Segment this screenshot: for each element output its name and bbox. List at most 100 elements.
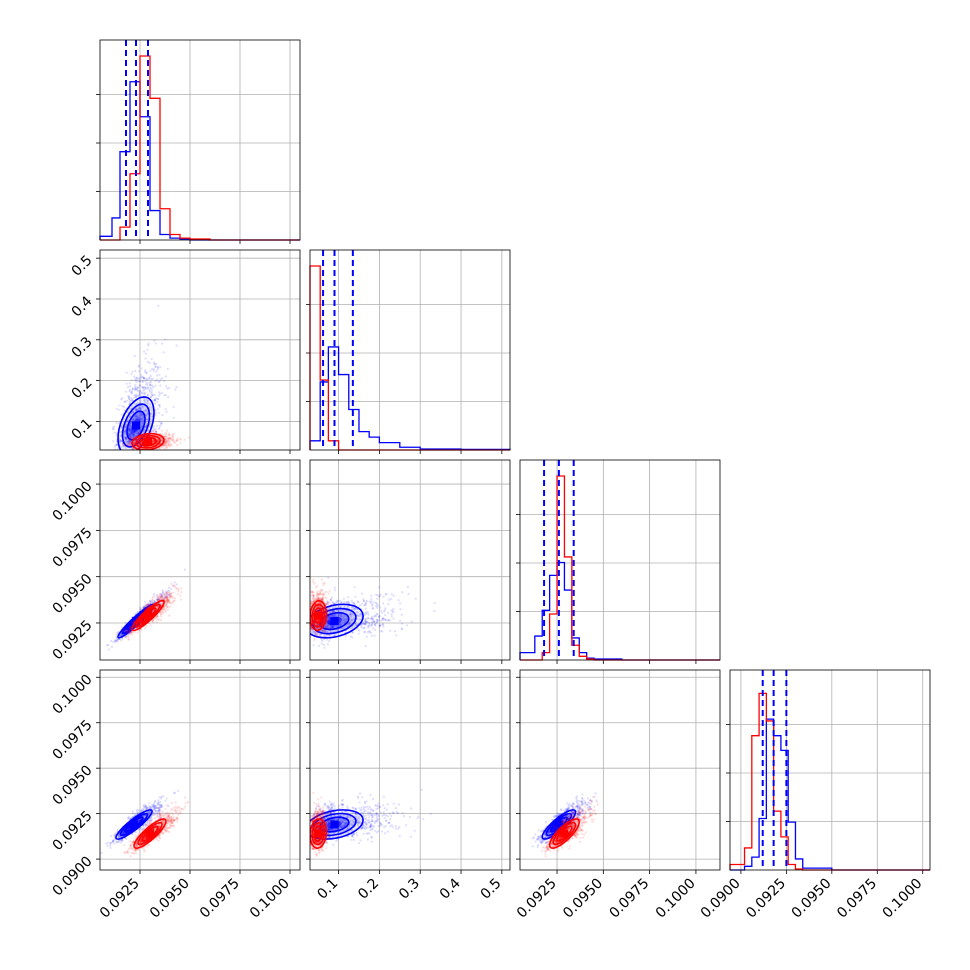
histogram-bin-red <box>160 209 170 240</box>
scatter-point <box>112 440 115 443</box>
scatter-point <box>126 634 130 637</box>
scatter-point <box>125 631 128 634</box>
histogram-bin-blue <box>160 234 170 240</box>
scatter-point <box>154 397 157 400</box>
scatter-point <box>160 595 163 598</box>
scatter-point <box>134 415 137 419</box>
scatter-point <box>159 805 162 808</box>
scatter-point <box>137 623 141 626</box>
scatter-point <box>157 815 160 818</box>
panel-frame <box>519 459 721 661</box>
scatter-point <box>142 442 145 445</box>
scatter-point <box>144 805 147 808</box>
scatter-point <box>125 382 128 385</box>
scatter-point <box>120 413 123 416</box>
histogram-bin-blue <box>379 443 399 450</box>
scatter-point <box>115 636 118 639</box>
scatter-point <box>153 361 156 364</box>
scatter-point <box>169 437 172 440</box>
histogram-bin-red <box>766 721 773 870</box>
scatter-point <box>172 438 175 442</box>
scatter-point <box>149 603 152 607</box>
scatter-point <box>106 644 109 647</box>
scatter-point <box>119 634 122 637</box>
scatter-point <box>153 805 156 809</box>
histogram-bin-blue <box>564 590 571 660</box>
scatter-point <box>152 618 155 621</box>
scatter-point <box>167 594 170 597</box>
scatter-point <box>128 428 131 431</box>
scatter-point <box>151 440 154 444</box>
scatter-point <box>128 439 131 443</box>
scatter-point <box>152 812 155 815</box>
scatter-point <box>166 589 169 592</box>
scatter-point <box>136 415 140 418</box>
scatter-point <box>141 441 144 444</box>
scatter-point <box>146 418 149 421</box>
scatter-point <box>137 389 140 393</box>
scatter-point <box>145 625 148 628</box>
scatter-point <box>117 835 120 839</box>
scatter-point <box>166 595 169 598</box>
scatter-point <box>156 615 159 618</box>
scatter-point <box>166 441 169 444</box>
scatter-point <box>155 424 158 427</box>
scatter-point <box>147 342 150 345</box>
histogram-bin-red <box>150 98 160 240</box>
scatter-point <box>160 439 163 442</box>
scatter-point <box>138 394 141 397</box>
scatter-point <box>155 400 158 403</box>
scatter-point <box>160 596 164 599</box>
scatter-point <box>109 844 112 847</box>
scatter-point <box>160 438 163 441</box>
scatter-point <box>165 601 168 604</box>
scatter-point <box>130 431 133 434</box>
scatter-point <box>156 439 159 442</box>
scatter-point <box>154 427 157 430</box>
scatter-point <box>145 372 148 375</box>
scatter-point <box>152 369 155 372</box>
scatter-point <box>166 429 169 432</box>
scatter-point <box>120 398 123 401</box>
scatter-point <box>139 380 142 383</box>
scatter-point <box>146 412 149 415</box>
scatter-point <box>132 433 136 436</box>
scatter-point <box>141 441 144 444</box>
scatter-point <box>143 410 146 413</box>
scatter-point <box>164 442 167 446</box>
scatter-point <box>128 434 131 437</box>
density-peak-blue <box>130 820 138 829</box>
scatter-point <box>158 809 161 813</box>
scatter-point <box>145 807 148 810</box>
scatter-point <box>111 840 115 843</box>
scatter-point <box>154 799 157 803</box>
scatter-point <box>129 629 132 632</box>
scatter-point <box>156 803 159 806</box>
scatter-point <box>131 833 134 836</box>
scatter-point <box>138 416 141 419</box>
scatter-point <box>142 439 145 443</box>
scatter-point <box>142 429 146 432</box>
scatter-point <box>163 596 166 599</box>
scatter-point <box>136 386 139 389</box>
scatter-point <box>152 809 155 812</box>
scatter-point <box>147 811 150 814</box>
scatter-point <box>100 851 103 855</box>
scatter-point <box>146 386 149 389</box>
scatter-point <box>153 398 156 401</box>
scatter-point <box>157 809 160 813</box>
scatter-point <box>110 834 113 838</box>
scatter-point <box>128 625 131 629</box>
scatter-point <box>159 598 162 601</box>
scatter-point <box>166 606 169 609</box>
scatter-point <box>158 404 161 407</box>
scatter-point <box>160 593 163 596</box>
scatter-point <box>156 366 159 369</box>
scatter-point <box>164 338 167 341</box>
scatter-point <box>140 809 143 812</box>
scatter-point <box>169 441 172 444</box>
scatter-point <box>165 597 168 600</box>
scatter-point <box>159 800 162 804</box>
scatter-point <box>117 840 120 843</box>
scatter-point <box>112 838 115 841</box>
